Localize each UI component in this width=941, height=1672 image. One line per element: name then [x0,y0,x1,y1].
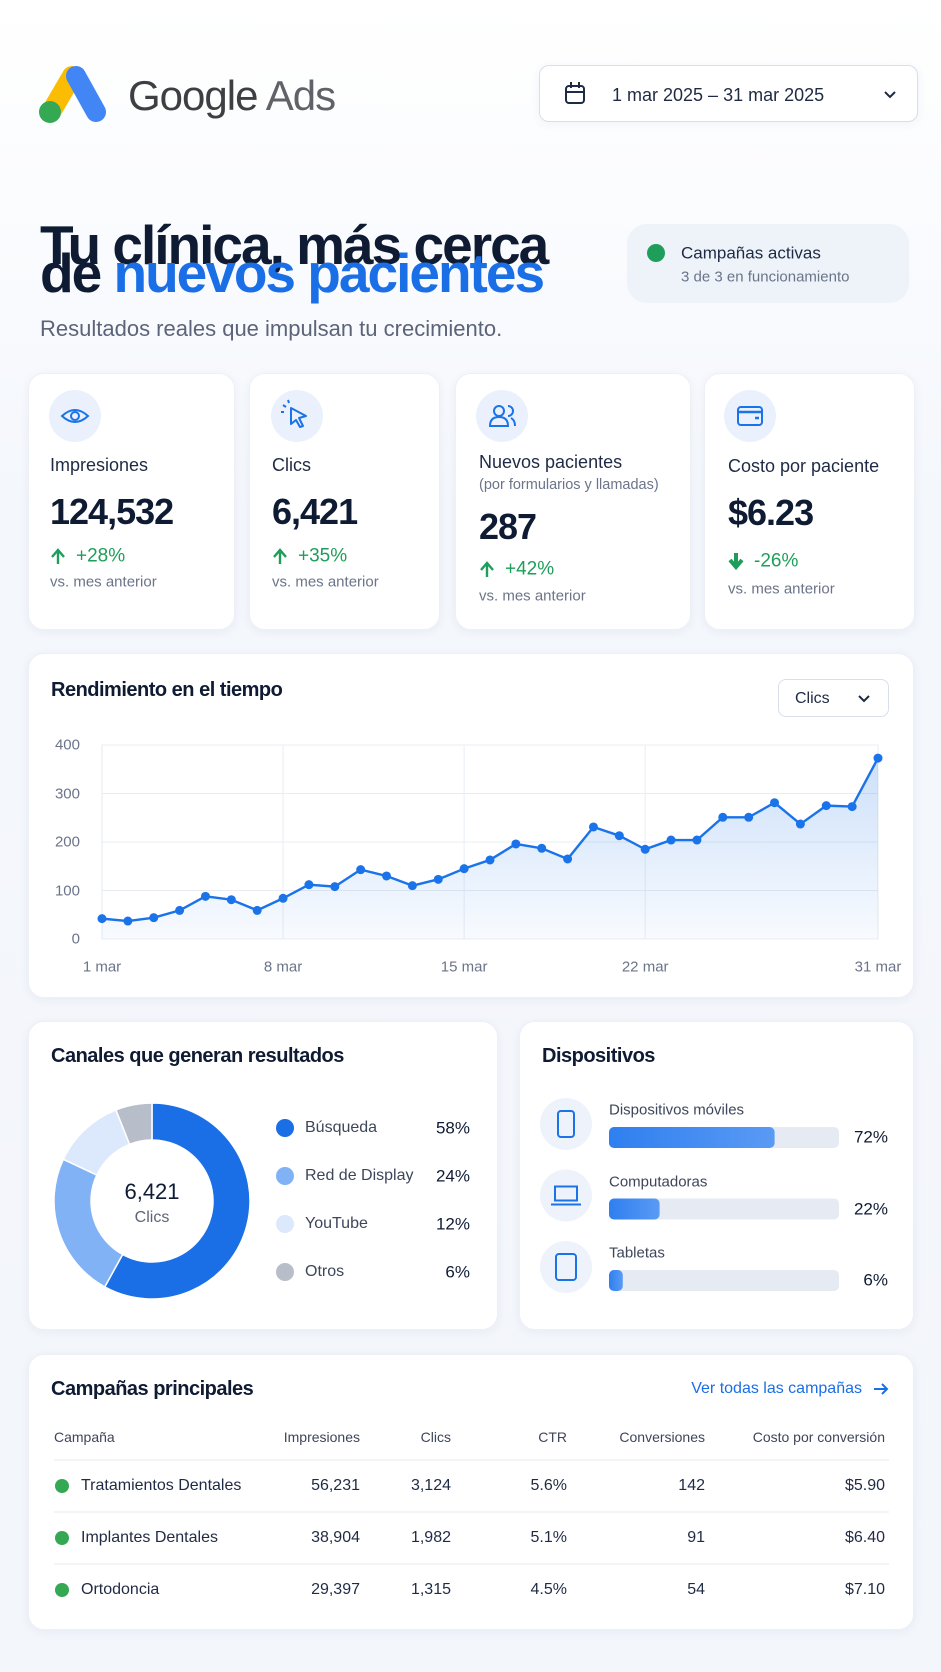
cell: $5.90 [844,1477,885,1494]
center-value: 6,421 [124,1179,180,1204]
column-header: Costo por conversión [752,1429,885,1445]
value-label: 12% [435,1214,470,1234]
kpi-value: 287 [479,506,537,547]
kpi-change: +28% [76,545,126,567]
y-tick-label: 0 [71,930,80,948]
logo [39,66,106,123]
channels-card [28,1021,498,1330]
cell: 56,231 [311,1477,360,1494]
status-pill: Campañas activas 3 de 3 en funcionamient… [627,224,909,303]
x-tick-label: 1 mar [82,958,122,976]
brand: Google Ads [128,72,336,119]
brand-google: Google [128,72,258,119]
x-tick-label: 31 mar [854,958,902,976]
column-header: Campaña [54,1429,115,1445]
y-tick-label: 400 [54,736,80,754]
date-icons [565,82,896,104]
hero-highlight: nuevos pacientes [113,242,545,304]
view-all-link[interactable]: Ver todas las campañas [691,1380,862,1397]
kpi-label: Costo por paciente [728,456,880,476]
cell: 3,124 [410,1477,451,1494]
kpi-change: +42% [505,558,555,580]
hero-title-2: de nuevos pacientes [40,246,545,301]
bar-label: Dispositivos móviles [609,1101,745,1119]
x-tick-label: 8 mar [263,958,303,976]
y-tick-label: 300 [54,785,80,802]
bar-label: Computadoras [609,1173,708,1190]
x-tick-label: 15 mar [440,958,488,976]
kpi-value: 124,532 [50,491,174,532]
chart-title: Dispositivos [542,1045,655,1067]
value-label: 6% [445,1262,470,1282]
metric-selector[interactable]: Clics [778,679,889,717]
kpi-value: $6.23 [728,492,814,533]
kpi-label: Clics [272,455,311,475]
status-detail: 3 de 3 en funcionamiento [681,268,850,286]
legend-label: YouTube [305,1215,368,1232]
link-arrow [874,1383,889,1395]
kpi-comparison: vs. mes anterior [50,573,157,591]
column-header: Clics [420,1429,451,1445]
cell: 1,982 [410,1529,451,1546]
campaign-name: Tratamientos Dentales [81,1477,242,1494]
value-label: 72% [853,1127,888,1147]
y-tick-label: 200 [54,833,80,851]
cell: 91 [687,1529,705,1546]
value-label: 24% [435,1166,470,1186]
kpi-comparison: vs. mes anterior [728,580,835,598]
value-label: 58% [435,1118,470,1138]
bar-label: Tabletas [609,1244,665,1262]
cell: 29,397 [311,1581,360,1598]
kpi-label: Impresiones [50,455,149,475]
devices-card [519,1021,914,1330]
kpi-comparison: vs. mes anterior [479,587,586,605]
value-label: 6% [863,1270,888,1290]
cell: 5.6% [530,1477,567,1494]
value-label: 22% [853,1199,888,1218]
table-card [28,1354,914,1630]
chevron [858,695,870,703]
hero-subtitle: Resultados reales que impulsan tu crecim… [40,316,503,341]
kpi-note: (por formularios y llamadas) [479,476,659,493]
cell: 142 [678,1477,705,1494]
kpi-value: 6,421 [272,491,358,532]
campaign-name: Implantes Dentales [81,1529,218,1546]
column-header: Impresiones [283,1429,360,1445]
legend-label: Red de Display [305,1167,414,1184]
center-label: Clics [134,1209,170,1226]
status-label: Campañas activas [681,243,821,263]
chart-title: Canales que generan resultados [51,1045,344,1067]
cell: 54 [687,1581,705,1598]
selector-label: Clics [795,690,830,707]
table-title: Campañas principales [51,1378,254,1400]
kpi-label: Nuevos pacientes [479,452,623,472]
date-range: 1 mar 2025 – 31 mar 2025 [612,85,825,105]
cell: $7.10 [844,1581,885,1598]
kpi-change: +35% [298,545,348,567]
legend-label: Otros [305,1263,345,1280]
campaign-name: Ortodoncia [81,1581,160,1598]
cell: $6.40 [844,1529,885,1546]
date-picker[interactable]: 1 mar 2025 – 31 mar 2025 [539,65,918,122]
cell: 4.5% [530,1581,567,1598]
status-dot [647,244,665,262]
cell: 1,315 [410,1581,451,1598]
kpi-comparison: vs. mes anterior [272,573,379,591]
cell: 38,904 [311,1529,360,1546]
kpi-change: -26% [754,550,799,572]
hero-title-1: Tu clínica, más cerca [40,214,549,276]
x-tick-label: 22 mar [621,958,669,976]
legend-label: Búsqueda [305,1119,378,1136]
y-tick-label: 100 [54,882,80,899]
column-header: Conversiones [619,1429,705,1445]
brand-ads: Ads [265,72,336,119]
cell: 5.1% [530,1529,567,1546]
chart-title: Rendimiento en el tiempo [51,679,283,701]
column-header: CTR [538,1429,567,1445]
hero-title-start: de [40,242,102,304]
